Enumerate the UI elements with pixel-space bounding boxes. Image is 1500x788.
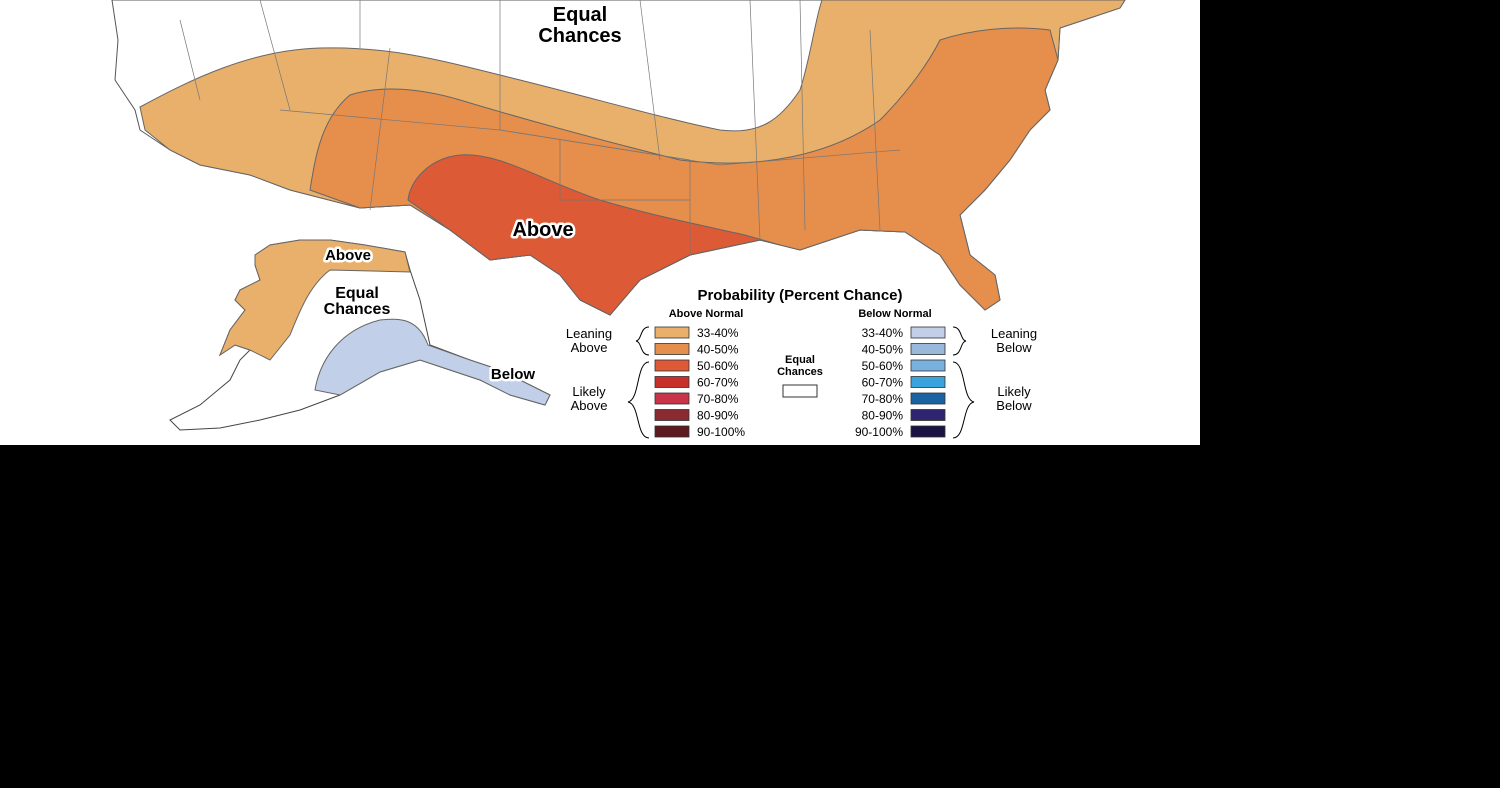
legend-below-range-6: 90-100% bbox=[855, 425, 903, 439]
legend-below-swatch-2 bbox=[910, 359, 946, 372]
legend-above-range-6: 90-100% bbox=[697, 425, 745, 439]
legend-above-swatch-4 bbox=[654, 392, 690, 405]
conus-equal-label-line1: Equal bbox=[553, 4, 607, 26]
legend-leaning-below-line2: Below bbox=[996, 340, 1032, 355]
legend-below-range-4: 70-80% bbox=[862, 392, 904, 406]
legend-equal-swatch bbox=[782, 384, 818, 398]
legend-below-range-5: 80-90% bbox=[862, 409, 904, 423]
alaska-above-zone bbox=[218, 239, 411, 361]
legend-below-range-0: 33-40% bbox=[862, 326, 904, 340]
brace-likely-above bbox=[627, 361, 650, 439]
alaska-below-zone bbox=[314, 318, 551, 406]
legend-likely-above-line1: Likely bbox=[572, 384, 606, 399]
alaska-below-label: Below bbox=[491, 366, 536, 383]
legend-below-swatch-6 bbox=[910, 425, 946, 438]
state-boundaries bbox=[179, 0, 901, 255]
legend-above-swatch-2 bbox=[654, 359, 690, 372]
brace-likely-below bbox=[952, 361, 975, 439]
legend-below-range-3: 60-70% bbox=[862, 376, 904, 390]
conus-above-label: Above bbox=[512, 219, 573, 241]
legend-above-range-5: 80-90% bbox=[697, 409, 739, 423]
brace-leaning-below bbox=[952, 326, 967, 356]
legend-likely-above-line2: Above bbox=[571, 398, 608, 413]
legend-above-swatch-0 bbox=[654, 326, 690, 339]
legend-above-header: Above Normal bbox=[669, 308, 744, 320]
legend-below-range-2: 50-60% bbox=[862, 359, 904, 373]
legend-equal-label-line2: Chances bbox=[777, 366, 823, 378]
outlook-map: Equal Chances Above Above Equal Chances … bbox=[0, 0, 1200, 445]
map-svg: Equal Chances Above Above Equal Chances … bbox=[111, 0, 1126, 439]
legend-below-swatch-4 bbox=[910, 392, 946, 405]
legend-below-swatch-3 bbox=[910, 376, 946, 388]
legend: Probability (Percent Chance) Above Norma… bbox=[566, 287, 1037, 439]
alaska-equal-label-line1: Equal bbox=[335, 285, 379, 302]
brace-leaning-above bbox=[635, 326, 650, 356]
conus-equal-label-line2: Chances bbox=[538, 25, 621, 47]
alaska-equal-label-line2: Chances bbox=[324, 301, 391, 318]
legend-above-range-1: 40-50% bbox=[697, 343, 739, 357]
legend-title: Probability (Percent Chance) bbox=[697, 287, 902, 304]
legend-leaning-below-line1: Leaning bbox=[991, 326, 1037, 341]
legend-leaning-above-line1: Leaning bbox=[566, 326, 612, 341]
legend-below-swatch-5 bbox=[910, 409, 946, 421]
legend-equal-label-line1: Equal bbox=[785, 354, 815, 366]
legend-leaning-above-line2: Above bbox=[571, 340, 608, 355]
legend-above-swatch-5 bbox=[654, 409, 690, 421]
legend-above-swatch-6 bbox=[654, 425, 690, 438]
legend-above-swatch-1 bbox=[654, 343, 690, 355]
legend-below-header: Below Normal bbox=[858, 308, 931, 320]
legend-braces bbox=[627, 326, 975, 439]
legend-likely-below-line2: Below bbox=[996, 398, 1032, 413]
legend-above-range-4: 70-80% bbox=[697, 392, 739, 406]
legend-below-swatch-1 bbox=[910, 343, 946, 355]
legend-below-swatch-0 bbox=[910, 326, 946, 339]
legend-above-swatch-3 bbox=[654, 376, 690, 388]
legend-above-range-0: 33-40% bbox=[697, 326, 739, 340]
legend-above-range-3: 60-70% bbox=[697, 376, 739, 390]
legend-likely-below-line1: Likely bbox=[997, 384, 1031, 399]
legend-above-range-2: 50-60% bbox=[697, 359, 739, 373]
legend-below-range-1: 40-50% bbox=[862, 343, 904, 357]
alaska-above-label: Above bbox=[325, 247, 371, 264]
